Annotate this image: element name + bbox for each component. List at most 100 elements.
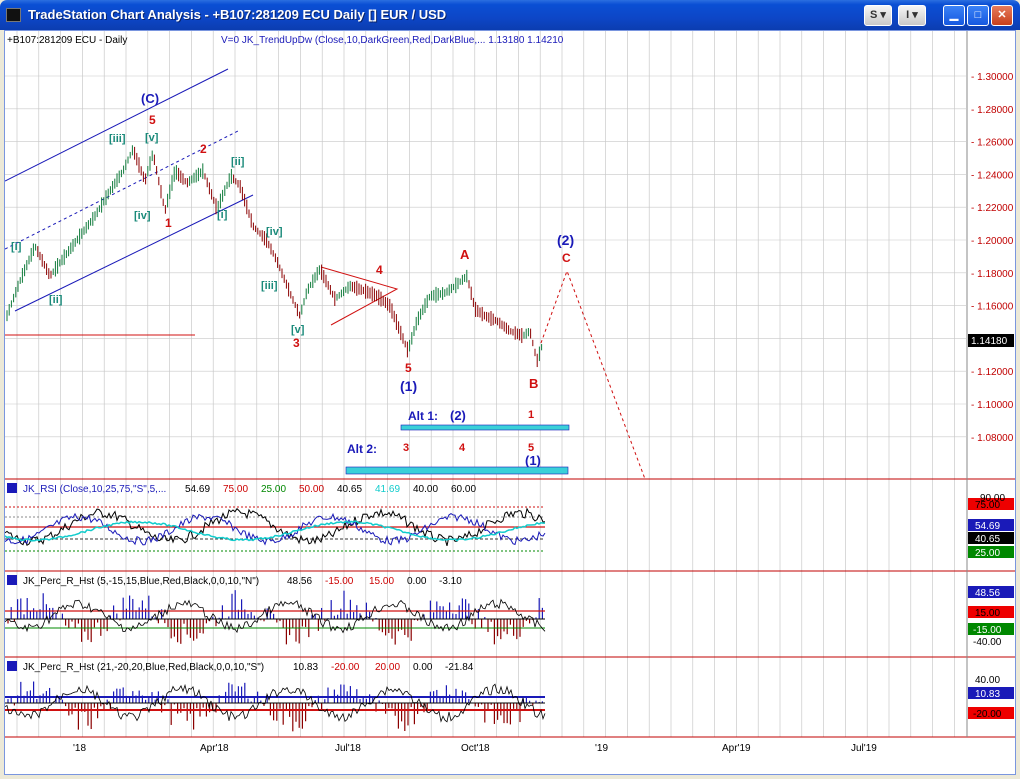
symbol-label: +B107:281209 ECU - Daily [7,35,127,46]
time-tick-label: '18 [73,743,86,754]
wave-label: 5 [405,361,412,375]
wave-label: (C) [141,91,159,106]
channel-lower-line [14,194,254,312]
wave-label: [v] [291,324,305,336]
indicator-value: -15.00 [325,576,354,587]
indicator-value: 0.00 [407,576,427,587]
price-tick-label: - 1.26000 [971,138,1014,149]
alt1-bar [400,424,570,431]
perc-r-21-axis-b: 10.83 [975,689,1000,700]
rsi-axis-25: 25.00 [975,548,1000,559]
wave-label: [iii] [261,280,278,292]
price-tick-label: - 1.12000 [971,367,1014,378]
rsi-panel: JK_RSI (Close,10,25,75,"S",5,... 54.69 75… [4,483,1014,559]
wave-label: [ii] [49,294,63,306]
i-menu-button[interactable]: I ▾ [898,5,926,26]
wave-label: C [562,251,571,265]
rsi-axis-box-5469 [968,519,1014,531]
alt1-label: Alt 1: [408,409,438,423]
perc-r-5-axis-b: 15.00 [975,608,1000,619]
indicator-value: 50.00 [299,484,324,495]
price-tick-label: - 1.20000 [971,236,1014,247]
wave-label: B [529,376,538,391]
wave-label: 4 [376,263,383,277]
indicator-value: 40.65 [337,484,362,495]
price-tick-label: - 1.16000 [971,302,1014,313]
window-title: TradeStation Chart Analysis - +B107:2812… [28,7,447,22]
close-button[interactable]: ✕ [991,5,1013,26]
price-tick-label: - 1.24000 [971,170,1014,181]
indicator-value: 15.00 [369,576,394,587]
alt2-num-3: 3 [403,442,409,454]
perc-r-21-axis-c: -20.00 [973,709,1002,720]
s-menu-label: S [870,9,878,21]
alt1-wave: (2) [450,408,466,423]
alt2-bar [345,466,569,475]
minimize-button[interactable]: ▁ [943,5,965,26]
alt1-num: 1 [528,409,534,421]
indicator-value: 25.00 [261,484,286,495]
perc-r-21-label: JK_Perc_R_Hst (21,-20,20,Blue,Red,Black,… [23,662,264,673]
perc-r-5-axis-box-a [968,586,1014,598]
wave-label: [i] [217,209,228,221]
time-tick-label: Jul'19 [851,743,877,754]
triangle-pattern [320,266,399,326]
s-menu-button[interactable]: S ▾ [864,5,892,26]
tradestation-icon [6,8,21,22]
wave-labels: (C) 5 [iii] [v] 2 [ii] [iv] 1 [i] [i] [ii] [iv] [iii… [11,91,574,394]
perc-r-5-axis-c: -15.00 [973,625,1002,636]
indicator-value: -20.00 [331,662,360,673]
perc-r-21-axis-box-b [968,687,1014,699]
perc-r-21-panel: JK_Perc_R_Hst (21,-20,20,Blue,Red,Black,… [4,661,1014,732]
chart-canvas[interactable]: - 1.30000 - 1.28000 - 1.26000 - 1.24000 - 1.… [4,31,1015,774]
price-tick-label: - 1.28000 [971,105,1014,116]
wave-label: 2 [200,142,207,156]
perc-r-5-axis-a: 48.56 [975,588,1000,599]
wave-label: (2) [557,232,574,248]
perc-r-21-axis-a: 40.00 [975,675,1000,686]
rsi-values: 54.69 75.00 25.00 50.00 40.65 41.69 40.00 60.00 [185,484,476,495]
perc-r-5-axis-box-c [968,623,1014,635]
price-axis: - 1.30000 - 1.28000 - 1.26000 - 1.24000 - 1.… [971,72,1014,444]
perc-r-5-panel: JK_Perc_R_Hst (5,-15,15,Blue,Red,Black,0… [4,575,1014,648]
rsi-label: JK_RSI (Close,10,25,75,"S",5,... [23,484,166,495]
indicator-value: 10.83 [293,662,318,673]
alt2-num-4: 4 [459,442,466,454]
channel-mid-line [4,130,239,250]
wave-label: [iv] [134,210,151,222]
wave-label: [i] [11,241,22,253]
rsi-axis-75: 75.00 [975,500,1000,511]
indicator-value: -21.84 [445,662,474,673]
title-bar[interactable]: TradeStation Chart Analysis - +B107:2812… [0,0,1020,30]
time-tick-label: Jul'18 [335,743,361,754]
indicator-label: V=0 JK_TrendUpDw (Close,10,DarkGreen,Red… [221,35,564,46]
last-price: 1.14180 [971,336,1008,347]
rsi-line [4,507,546,547]
alt2-label: Alt 2: [347,442,377,456]
alt2-wave: (1) [525,453,541,468]
indicator-value: 41.69 [375,484,400,495]
rsi-ma-line [4,520,545,542]
perc-r-5-axis-d: -40.00 [973,637,1002,648]
perc-r-21-panel-icon [7,661,17,671]
wave-label: A [460,247,470,262]
wave-label: [iii] [109,133,126,145]
rsi-axis-5469: 54.69 [975,521,1000,532]
maximize-button[interactable]: □ [967,5,989,26]
perc-r-21-line [4,683,546,723]
rsi-axis-box-25 [968,546,1014,558]
indicator-value: 75.00 [223,484,248,495]
perc-r-5-label: JK_Perc_R_Hst (5,-15,15,Blue,Red,Black,0… [23,576,259,587]
projection-line [540,269,646,480]
time-axis: '18 Apr'18 Jul'18 Oct'18 '19 Apr'19 Jul'19 [73,743,877,754]
price-tick-label: - 1.22000 [971,203,1014,214]
rsi-axis-4065: 40.65 [975,534,1000,545]
wave-label: [ii] [231,156,245,168]
rsi-axis-box-75 [968,498,1014,510]
i-menu-label: I [906,9,910,21]
maximize-icon: □ [974,9,982,21]
chart-area[interactable]: - 1.30000 - 1.28000 - 1.26000 - 1.24000 - 1.… [4,30,1016,775]
last-price-box [968,334,1014,347]
wave-label: 1 [165,216,172,230]
